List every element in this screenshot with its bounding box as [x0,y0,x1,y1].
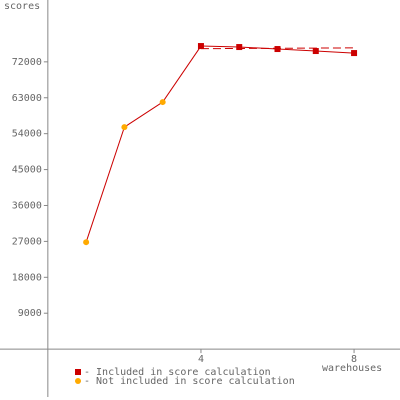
legend-marker [75,378,81,384]
x-axis-label: warehouses [322,363,382,374]
y-tick-label: 36000 [12,200,42,211]
x-tick-label: 4 [198,354,204,365]
y-tick-label: 18000 [12,272,42,283]
series-line-join [162,45,202,103]
series-line [85,101,163,243]
x-tick-label: 8 [351,354,357,365]
point [274,46,281,53]
y-tick-label: 54000 [12,129,42,140]
point [351,50,358,57]
point [197,43,204,50]
point [312,48,319,55]
y-tick-label: 45000 [12,165,42,176]
y-tick-label: 72000 [12,57,42,68]
point [83,239,90,246]
y-tick-label: 27000 [12,236,42,247]
point [159,99,166,106]
legend-marker [75,369,81,375]
point [236,44,243,51]
point [121,124,128,131]
legend-label: - Not included in score calculation [84,376,295,387]
y-axis-label: scores [4,1,40,12]
y-tick-label: 9000 [18,308,42,319]
legend-label: - Included in score calculation [84,367,271,378]
y-tick-label: 63000 [12,93,42,104]
